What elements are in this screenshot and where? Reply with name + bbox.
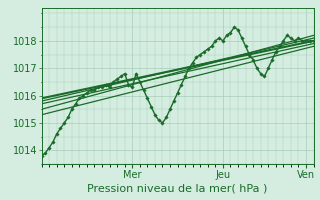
X-axis label: Pression niveau de la mer( hPa ): Pression niveau de la mer( hPa ) xyxy=(87,184,268,194)
